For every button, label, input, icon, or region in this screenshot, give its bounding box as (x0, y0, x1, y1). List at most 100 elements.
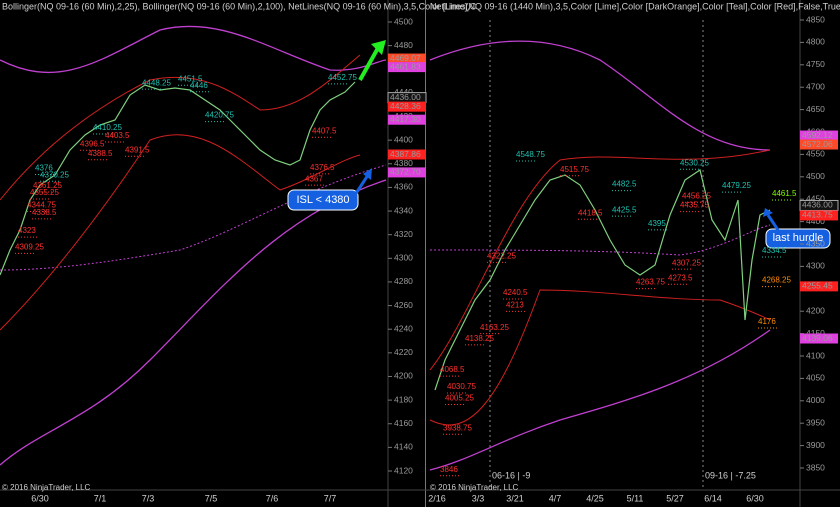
upper-band (0, 25, 387, 74)
y-tick-label: 4320 (394, 229, 413, 239)
level-label: 4355.25 (30, 188, 59, 197)
level-label: 4273.5 (668, 273, 693, 282)
level-label: 4530.25 (680, 158, 709, 167)
x-tick-label: 7/1 (94, 493, 107, 503)
level-label: 4361.25 (33, 181, 62, 190)
x-tick-label: 7/5 (205, 493, 218, 503)
level-label: 4396.5 (80, 139, 105, 148)
y-tick-label: 4800 (806, 37, 825, 47)
price-tag-label: 4436.00 (802, 200, 833, 210)
level-label: 4479.25 (722, 181, 751, 190)
level-label: 4456.25 (682, 192, 711, 201)
price-tag-label: 4139.06 (802, 333, 833, 343)
y-tick-label: 4360 (394, 182, 413, 192)
level-label: 4448.25 (142, 78, 171, 87)
level-label: 4548.75 (516, 150, 545, 159)
level-label: 4425.5 (612, 205, 637, 214)
annotation-box (287, 189, 359, 211)
level-label: 4370.25 (40, 170, 69, 179)
y-tick-label: 4380 (394, 158, 413, 168)
y-tick-label: 4220 (394, 347, 413, 357)
y-tick-label: 4180 (394, 394, 413, 404)
panel-header: NetLines(NQ 09-16 (1440 Min),3,5,Color [… (430, 1, 840, 11)
y-tick-label: 4400 (394, 134, 413, 144)
y-tick-label: 4500 (806, 171, 825, 181)
y-tick-label: 4480 (394, 40, 413, 50)
price-tag-label: 4572.06 (802, 139, 833, 149)
level-label: 4322.25 (487, 252, 516, 261)
price-tag (388, 101, 426, 112)
arrow (353, 174, 370, 196)
level-label: 4138.25 (465, 334, 494, 343)
price-tag-label: 4417.30 (390, 114, 421, 124)
price-tag-label: 4387.86 (390, 149, 421, 159)
level-label: 4407.5 (312, 126, 337, 135)
level-label: 4418.5 (578, 208, 603, 217)
level-label: 4515.75 (560, 165, 589, 174)
level-label: 4344.75 (27, 201, 56, 210)
level-label: 4240.5 (503, 288, 528, 297)
y-tick-label: 4340 (394, 205, 413, 215)
price-tag-label: 4428.36 (390, 101, 421, 111)
price-tag-label: 4413.75 (802, 210, 833, 220)
y-tick-label: 4260 (394, 300, 413, 310)
level-label: 4005.25 (445, 394, 474, 403)
x-tick-label: 6/14 (704, 493, 722, 503)
arrow (766, 214, 780, 231)
level-label: 4307.25 (672, 258, 701, 267)
y-tick-label: 4280 (394, 276, 413, 286)
level-label: 4376 (35, 164, 53, 173)
arrow (358, 47, 380, 81)
y-tick-label: 4450 (806, 193, 825, 203)
level-label: 4376.5 (310, 163, 335, 172)
price-tag (800, 333, 838, 344)
price-tag-label: 4469.07 (390, 53, 421, 63)
y-tick-label: 4240 (394, 323, 413, 333)
level-label: 4163.25 (480, 323, 509, 332)
price-tag-label: 4372.70 (390, 167, 421, 177)
y-tick-label: 4200 (394, 371, 413, 381)
panel-header: Bollinger(NQ 09-16 (60 Min),2,25), Bolli… (2, 1, 477, 11)
copyright: © 2016 NinjaTrader, LLC (2, 483, 91, 492)
y-tick-label: 3900 (806, 440, 825, 450)
price-tag (388, 62, 426, 73)
annotation: ISL < 4380 (296, 194, 349, 206)
level-label: 4461.5 (772, 189, 797, 198)
x-tick-label: 7/6 (266, 493, 279, 503)
level-label: 4268.25 (762, 276, 791, 285)
level-label: 4446 (190, 81, 208, 90)
y-tick-label: 4000 (806, 395, 825, 405)
y-tick-label: 4400 (806, 216, 825, 226)
x-tick-label: 3/3 (472, 493, 485, 503)
level-label: 4213 (506, 300, 524, 309)
level-label: 4388.5 (88, 149, 113, 158)
y-tick-label: 3950 (806, 417, 825, 427)
y-tick-label: 4350 (806, 238, 825, 248)
lower-band (429, 329, 771, 471)
y-tick-label: 4140 (394, 442, 413, 452)
price-line (0, 81, 356, 276)
x-tick-label: 7/3 (142, 493, 155, 503)
y-tick-label: 4700 (806, 81, 825, 91)
x-tick-label: 5/11 (627, 493, 644, 503)
x-tick-label: 4/7 (549, 493, 562, 503)
price-tag-label: 4255.45 (802, 281, 833, 291)
level-label: 4323 (18, 226, 36, 235)
middle-band (429, 224, 771, 256)
x-tick-label: 3/21 (506, 493, 524, 503)
level-label: 4334.5 (762, 246, 787, 255)
price-tag (800, 130, 838, 141)
price-tag-label: 4461.83 (390, 61, 421, 71)
level-label: 4367 (305, 174, 323, 183)
price-tag (800, 210, 838, 221)
level-label: 4309.25 (15, 242, 44, 251)
price-tag-label: 4592.12 (802, 130, 833, 140)
level-label: 4410.25 (93, 123, 122, 132)
level-label: 4338.5 (32, 208, 57, 217)
annotation-box (765, 228, 831, 249)
y-tick-label: 4300 (394, 253, 413, 263)
arrow-head (763, 208, 773, 217)
lower-band (0, 179, 387, 466)
